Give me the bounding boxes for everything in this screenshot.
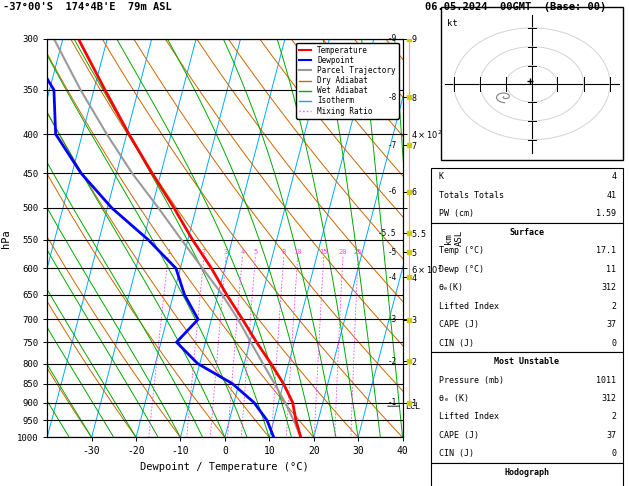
Text: θₑ (K): θₑ (K) bbox=[439, 394, 469, 403]
Text: -37°00'S  174°4B'E  79m ASL: -37°00'S 174°4B'E 79m ASL bbox=[3, 2, 172, 13]
Text: 2: 2 bbox=[611, 302, 616, 311]
Text: -5.5: -5.5 bbox=[378, 229, 397, 238]
Text: -3: -3 bbox=[387, 315, 397, 324]
Text: 37: 37 bbox=[606, 320, 616, 329]
Text: Most Unstable: Most Unstable bbox=[494, 357, 559, 366]
Text: 11: 11 bbox=[606, 265, 616, 274]
Text: -7: -7 bbox=[387, 141, 397, 150]
Text: 8: 8 bbox=[282, 249, 286, 255]
Y-axis label: hPa: hPa bbox=[1, 229, 11, 247]
Text: 1011: 1011 bbox=[596, 376, 616, 384]
Text: 312: 312 bbox=[601, 283, 616, 292]
Text: 4: 4 bbox=[240, 249, 245, 255]
Text: 1.59: 1.59 bbox=[596, 209, 616, 218]
Text: 20: 20 bbox=[338, 249, 347, 255]
Text: Totals Totals: Totals Totals bbox=[439, 191, 504, 200]
Text: CAPE (J): CAPE (J) bbox=[439, 320, 479, 329]
Text: CIN (J): CIN (J) bbox=[439, 339, 474, 347]
Text: 15: 15 bbox=[320, 249, 328, 255]
Text: CIN (J): CIN (J) bbox=[439, 450, 474, 458]
Text: θₑ(K): θₑ(K) bbox=[439, 283, 464, 292]
Text: -9: -9 bbox=[387, 35, 397, 43]
Text: 5: 5 bbox=[253, 249, 257, 255]
Bar bbox=[441, 7, 623, 160]
Text: Lifted Index: Lifted Index bbox=[439, 302, 499, 311]
Text: LCL: LCL bbox=[405, 402, 420, 411]
Text: 25: 25 bbox=[353, 249, 362, 255]
Bar bbox=[431, 352, 623, 463]
Text: -4: -4 bbox=[387, 273, 397, 281]
Text: PW (cm): PW (cm) bbox=[439, 209, 474, 218]
Text: 312: 312 bbox=[601, 394, 616, 403]
Text: Dewp (°C): Dewp (°C) bbox=[439, 265, 484, 274]
Legend: Temperature, Dewpoint, Parcel Trajectory, Dry Adiabat, Wet Adiabat, Isotherm, Mi: Temperature, Dewpoint, Parcel Trajectory… bbox=[296, 43, 399, 119]
Text: CAPE (J): CAPE (J) bbox=[439, 431, 479, 440]
Text: 1: 1 bbox=[166, 249, 170, 255]
Text: Surface: Surface bbox=[509, 228, 544, 237]
Text: Lifted Index: Lifted Index bbox=[439, 413, 499, 421]
Text: K: K bbox=[439, 173, 444, 181]
Text: 17.1: 17.1 bbox=[596, 246, 616, 255]
Text: Pressure (mb): Pressure (mb) bbox=[439, 376, 504, 384]
Text: 10: 10 bbox=[293, 249, 302, 255]
Text: 2: 2 bbox=[202, 249, 206, 255]
Text: -8: -8 bbox=[387, 93, 397, 102]
Y-axis label: km
ASL: km ASL bbox=[444, 230, 464, 246]
Text: 06.05.2024  00GMT  (Base: 00): 06.05.2024 00GMT (Base: 00) bbox=[425, 2, 606, 13]
Text: -5: -5 bbox=[387, 248, 397, 257]
Text: Temp (°C): Temp (°C) bbox=[439, 246, 484, 255]
Text: 0: 0 bbox=[611, 339, 616, 347]
Text: 0: 0 bbox=[611, 450, 616, 458]
Text: 2: 2 bbox=[611, 413, 616, 421]
Text: -6: -6 bbox=[387, 187, 397, 196]
Text: 3: 3 bbox=[224, 249, 228, 255]
Bar bbox=[431, 223, 623, 352]
Bar bbox=[431, 463, 623, 486]
Text: 37: 37 bbox=[606, 431, 616, 440]
Text: kt: kt bbox=[447, 19, 458, 29]
Text: © weatheronline.co.uk: © weatheronline.co.uk bbox=[476, 474, 573, 484]
Bar bbox=[431, 168, 623, 223]
Text: -1: -1 bbox=[387, 398, 397, 407]
Text: 4: 4 bbox=[611, 173, 616, 181]
Text: 41: 41 bbox=[606, 191, 616, 200]
Text: Hodograph: Hodograph bbox=[504, 468, 549, 477]
Text: -2: -2 bbox=[387, 357, 397, 366]
X-axis label: Dewpoint / Temperature (°C): Dewpoint / Temperature (°C) bbox=[140, 462, 309, 472]
